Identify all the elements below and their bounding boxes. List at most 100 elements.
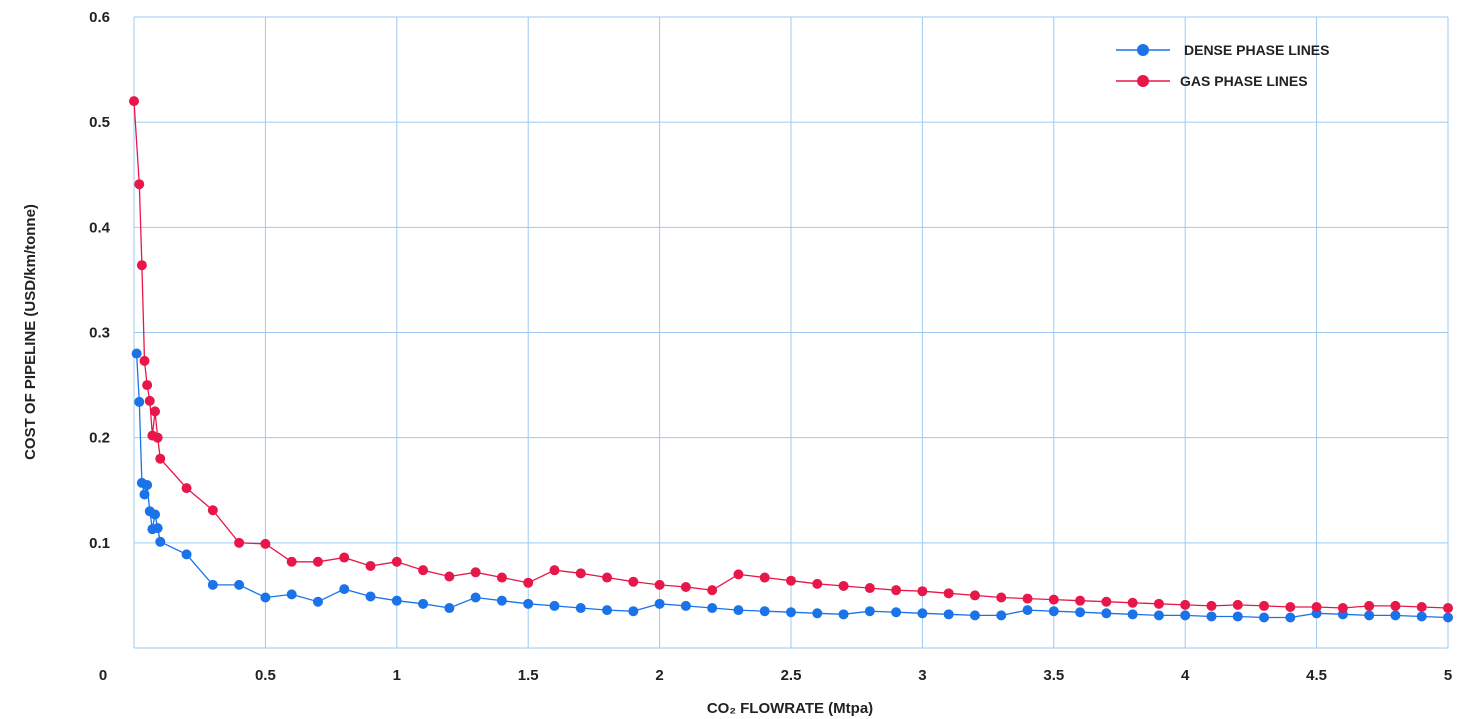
data-point: [654, 579, 665, 590]
data-point: [891, 585, 902, 596]
data-point: [969, 610, 980, 621]
data-point: [152, 432, 163, 443]
data-point: [365, 560, 376, 571]
data-point: [1390, 600, 1401, 611]
data-point: [1232, 599, 1243, 610]
legend-marker: [1137, 44, 1149, 56]
data-point: [943, 609, 954, 620]
data-point: [812, 578, 823, 589]
data-point: [286, 556, 297, 567]
data-point: [602, 572, 613, 583]
data-point: [1390, 610, 1401, 621]
data-point: [134, 396, 145, 407]
data-point: [365, 591, 376, 602]
data-point: [838, 609, 849, 620]
data-point: [181, 549, 192, 560]
data-point: [996, 610, 1007, 621]
data-point: [838, 580, 849, 591]
data-point: [1206, 611, 1217, 622]
data-point: [996, 592, 1007, 603]
y-axis-ticks: 0.1 0.2 0.3 0.4 0.5 0.6: [89, 9, 111, 552]
data-point: [142, 479, 153, 490]
data-point: [1259, 612, 1270, 623]
data-point: [234, 537, 245, 548]
data-point: [155, 536, 166, 547]
x-tick-label: 1: [393, 667, 401, 684]
data-point: [144, 395, 155, 406]
x-tick-label: 2: [655, 667, 663, 684]
data-point: [1127, 609, 1138, 620]
data-point: [1364, 610, 1375, 621]
data-point: [680, 582, 691, 593]
data-point: [286, 589, 297, 600]
data-point: [1075, 595, 1086, 606]
data-point: [733, 605, 744, 616]
data-point: [150, 406, 161, 417]
data-point: [1180, 599, 1191, 610]
data-point: [339, 584, 350, 595]
data-point: [969, 590, 980, 601]
data-point: [181, 483, 192, 494]
y-tick-label: 0.1: [89, 535, 110, 552]
legend-label: DENSE PHASE LINES: [1184, 42, 1329, 58]
data-point: [1180, 610, 1191, 621]
data-point: [134, 179, 145, 190]
data-point: [1443, 612, 1453, 623]
series-layer: [129, 96, 1453, 623]
data-point: [1337, 603, 1348, 614]
data-point: [391, 595, 402, 606]
data-point: [1127, 597, 1138, 608]
data-point: [142, 380, 153, 391]
data-point: [155, 453, 166, 464]
data-point: [628, 576, 639, 587]
x-tick-label: 0: [99, 667, 107, 684]
data-point: [864, 583, 875, 594]
data-point: [470, 592, 481, 603]
data-point: [1101, 596, 1112, 607]
data-point: [418, 565, 429, 576]
data-point: [943, 588, 954, 599]
data-point: [129, 96, 139, 107]
data-point: [152, 523, 163, 534]
data-point: [496, 572, 507, 583]
data-point: [131, 348, 142, 359]
x-tick-label: 0.5: [255, 667, 276, 684]
data-point: [549, 600, 560, 611]
data-point: [1048, 606, 1059, 617]
data-point: [786, 575, 796, 586]
data-point: [707, 603, 718, 614]
data-point: [139, 355, 150, 366]
data-point: [575, 568, 586, 579]
legend-label: GAS PHASE LINES: [1180, 73, 1308, 89]
y-axis-title: COST OF PIPELINE (USD/km/tonne): [22, 204, 39, 460]
series-gas: [129, 96, 1453, 614]
legend-marker: [1137, 75, 1149, 87]
data-point: [260, 592, 271, 603]
data-point: [391, 556, 402, 567]
x-tick-label: 2.5: [781, 667, 802, 684]
data-point: [312, 596, 323, 607]
data-point: [1285, 612, 1296, 623]
data-point: [786, 607, 796, 618]
data-point: [575, 603, 586, 614]
data-point: [654, 598, 665, 609]
data-point: [470, 567, 481, 578]
series-dense: [131, 348, 1453, 623]
legend: DENSE PHASE LINES GAS PHASE LINES: [1116, 42, 1329, 89]
data-point: [628, 606, 639, 617]
x-axis-ticks: 0 0.5 1 1.5 2 2.5 3 3.5 4 4.5 5: [99, 667, 1452, 684]
grid-lines: [133, 16, 1449, 649]
data-point: [1022, 605, 1033, 616]
data-point: [1022, 593, 1033, 604]
data-point: [1311, 601, 1322, 612]
data-point: [1153, 598, 1164, 609]
data-point: [1075, 607, 1086, 618]
data-point: [864, 606, 875, 617]
data-point: [549, 565, 560, 576]
x-axis-title: CO₂ FLOWRATE (Mtpa): [707, 700, 873, 717]
x-tick-label: 4.5: [1306, 667, 1327, 684]
y-tick-label: 0.2: [89, 430, 110, 447]
y-tick-label: 0.3: [89, 325, 110, 342]
data-point: [1206, 600, 1217, 611]
data-point: [523, 598, 534, 609]
